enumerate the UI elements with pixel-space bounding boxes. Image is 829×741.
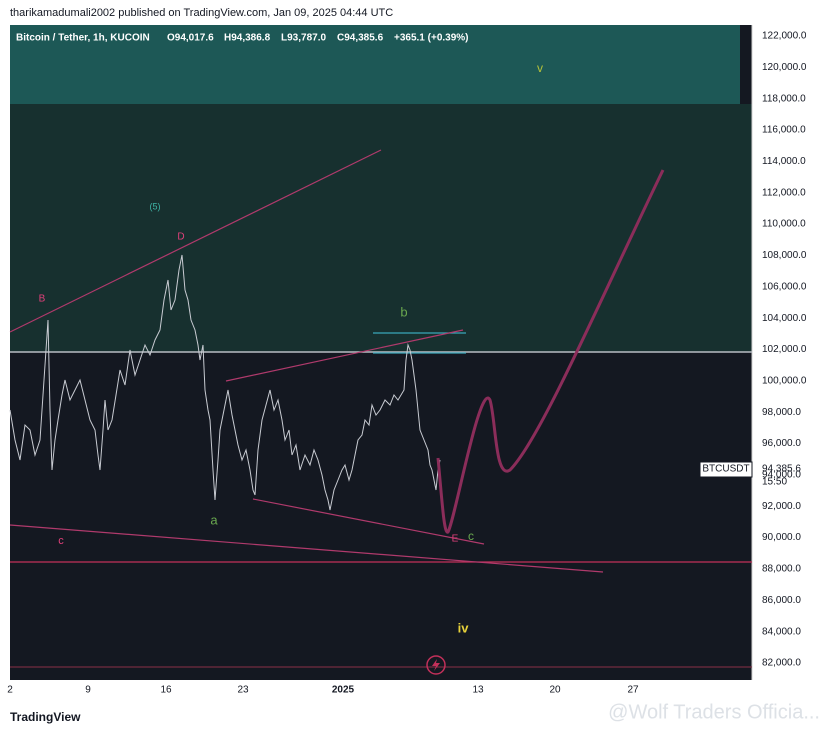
countdown: 15:50 [762, 477, 787, 488]
price-tick-label: 82,000.0 [762, 658, 801, 669]
price-tick-label: 98,000.0 [762, 407, 801, 418]
trendline [225, 329, 464, 382]
time-tick-label: 2025 [332, 685, 355, 696]
price-tick-label: 100,000.0 [762, 375, 807, 386]
legend-high: H94,386.8 [224, 33, 271, 44]
price-tick-label: 84,000.0 [762, 626, 801, 637]
event-icon-bolt [432, 659, 440, 671]
price-line [9, 254, 441, 511]
price-tick-label: 106,000.0 [762, 281, 807, 292]
price-tick-label: 96,000.0 [762, 438, 801, 449]
price-tick-label: 92,000.0 [762, 501, 801, 512]
time-tick-label: 27 [627, 685, 639, 696]
price-tick-label: 118,000.0 [762, 93, 806, 104]
zone-lower [10, 104, 752, 352]
price-tick-label: 102,000.0 [762, 344, 807, 355]
symbol-tag-text: BTCUSDT [702, 464, 749, 475]
price-tick-label: 94,000.0 [762, 470, 801, 481]
wave-label: E [452, 534, 459, 545]
legend-symbol: Bitcoin / Tether, 1h, KUCOIN [16, 33, 150, 44]
legend-open: O94,017.6 [167, 33, 214, 44]
zone-upper [10, 25, 740, 104]
price-tick-label: 88,000.0 [762, 564, 801, 575]
symbol-tag [699, 461, 753, 478]
time-tick-label: 20 [549, 685, 561, 696]
legend: Bitcoin / Tether, 1h, KUCOIN O94,017.6 H… [16, 33, 469, 44]
wave-label: iv [458, 620, 470, 635]
price-tick-label: 90,000.0 [762, 532, 801, 543]
wave-label: D [177, 232, 184, 243]
time-tick-label: 2 [7, 685, 13, 696]
wave-label: c [468, 529, 474, 543]
trendline [9, 149, 382, 333]
wave-label: (5) [150, 201, 161, 211]
watermark: @Wolf Traders Officia... [608, 701, 820, 723]
event-icon[interactable] [426, 655, 446, 675]
time-tick-label: 23 [237, 685, 249, 696]
time-tick-label: 13 [472, 685, 484, 696]
price-tick-label: 114,000.0 [762, 156, 806, 167]
price-tick-label: 108,000.0 [762, 250, 807, 261]
projection-path [436, 169, 665, 534]
legend-close: C94,385.6 [337, 33, 384, 44]
trendline [252, 498, 485, 545]
price-tick-label: 116,000.0 [762, 125, 806, 136]
price-tick-label: 110,000.0 [762, 219, 806, 230]
time-tick-label: 16 [160, 685, 172, 696]
wave-label: a [210, 512, 218, 527]
price-axis-bg [752, 25, 829, 680]
price-tick-label: 86,000.0 [762, 595, 801, 606]
price-tick-label: 104,000.0 [762, 313, 807, 324]
time-tick-label: 9 [85, 685, 91, 696]
price-tick-label: 122,000.0 [762, 31, 807, 42]
wave-label: B [39, 294, 46, 305]
trendline [9, 524, 604, 573]
price-tick-label: 120,000.0 [762, 62, 807, 73]
last-price: 94,385.6 [762, 464, 801, 475]
publisher: tharikamadumali2002 published on Trading… [10, 7, 393, 19]
legend-low: L93,787.0 [281, 33, 326, 44]
trendlines [9, 149, 604, 573]
wave-label: b [400, 304, 407, 319]
price-tick-label: 112,000.0 [762, 187, 806, 198]
brand: TradingView [10, 710, 81, 724]
legend-change: +365.1 (+0.39%) [394, 33, 469, 44]
wave-label: v [537, 61, 543, 75]
wave-label: c [58, 535, 64, 547]
